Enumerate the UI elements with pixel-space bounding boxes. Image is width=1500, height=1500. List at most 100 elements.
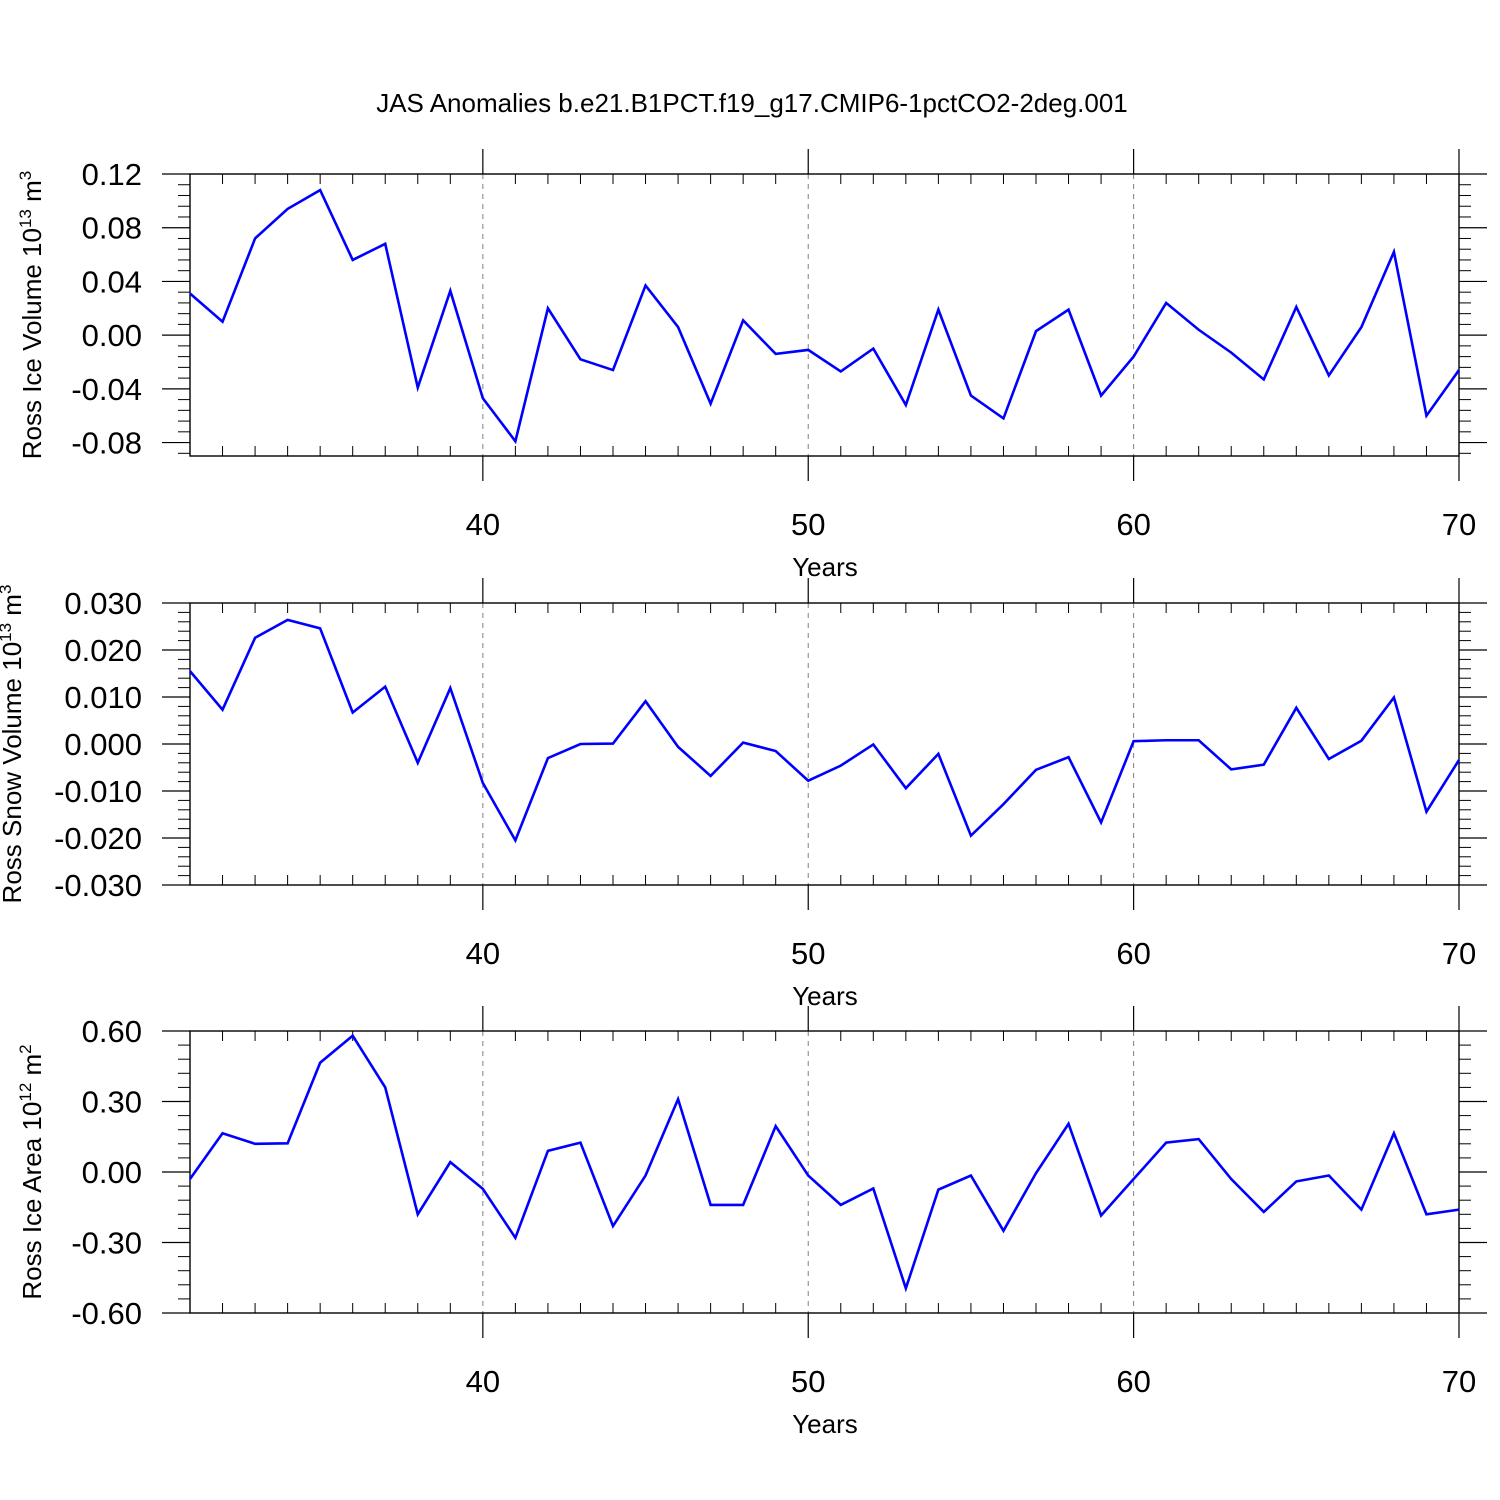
panel-3-data-point bbox=[872, 1187, 874, 1190]
panel-1-data-point bbox=[1035, 330, 1037, 332]
panel-3-data-point bbox=[287, 1142, 289, 1144]
panel-2-data-point bbox=[1002, 803, 1005, 805]
panel-3-data-point bbox=[514, 1237, 516, 1239]
panel-1-y-tick-label: -0.04 bbox=[71, 372, 142, 407]
panel-3-data-point bbox=[189, 1178, 191, 1180]
panel-1-data-point bbox=[1198, 329, 1200, 331]
panel-3-x-tick-label: 40 bbox=[466, 1364, 500, 1399]
panel-3-x-tick-label: 60 bbox=[1116, 1364, 1150, 1399]
panel-1-y-tick-label: 0.00 bbox=[82, 318, 142, 353]
panel-3-x-tick-label: 50 bbox=[791, 1364, 825, 1399]
panel-1-data-point bbox=[1002, 417, 1005, 419]
panel-2-data-point bbox=[1230, 768, 1232, 770]
panel-3-data-point bbox=[612, 1225, 614, 1227]
panel-2-data-point bbox=[840, 765, 842, 767]
panel-1-x-tick-label: 50 bbox=[791, 507, 825, 542]
panel-3-data-point bbox=[1230, 1178, 1232, 1180]
panel-3-y-tick-label: 0.30 bbox=[82, 1085, 142, 1120]
panel-2-data-point bbox=[970, 835, 972, 837]
panel-2-data-point bbox=[937, 753, 939, 755]
panel-1-data-point bbox=[1230, 352, 1232, 354]
panel-2-y-tick-label: -0.020 bbox=[54, 821, 142, 856]
panel-1-data-point bbox=[742, 319, 744, 321]
panel-2-data-point bbox=[189, 670, 191, 672]
panel-1-data-point bbox=[644, 284, 647, 287]
panel-2-data-point bbox=[287, 619, 289, 621]
panel-2-data-point bbox=[644, 700, 647, 702]
panel-2-data-point bbox=[1165, 739, 1167, 741]
panel-2-data-point bbox=[482, 782, 484, 784]
panel-1-data-point bbox=[579, 358, 582, 360]
panel-1-data-point bbox=[254, 237, 256, 240]
panel-1: 40 50 60 70 0.12 0.08 0.04 0.00 -0.04 -0.08 Years R… bbox=[16, 149, 1487, 582]
panel-2-data-point bbox=[872, 743, 874, 746]
panel-3-data-point bbox=[905, 1287, 907, 1289]
panel-1-data-point bbox=[417, 386, 419, 389]
panel-3-data-point bbox=[1360, 1209, 1362, 1211]
panel-2-data-point bbox=[417, 762, 419, 764]
panel-1-data-point bbox=[612, 369, 614, 371]
panel-1-y-tick-label: -0.08 bbox=[71, 426, 142, 461]
panel-3-data-point bbox=[1263, 1211, 1265, 1213]
panel-3-data-point bbox=[710, 1204, 712, 1206]
panel-1-data-point bbox=[872, 347, 874, 350]
panel-1-data-point bbox=[221, 321, 224, 323]
panel-3: 40 50 60 70 0.60 0.30 0.00 -0.30 -0.60 Years Ross … bbox=[16, 1006, 1487, 1439]
panel-2-data-point bbox=[514, 839, 516, 841]
panel-2-data-point bbox=[1393, 696, 1395, 699]
panel-3-data-point bbox=[482, 1188, 484, 1190]
panel-3-data-point bbox=[417, 1213, 419, 1215]
panel-3-data-point bbox=[1002, 1230, 1005, 1232]
panel-3-data-point bbox=[1295, 1180, 1297, 1182]
panel-3-data-point bbox=[449, 1161, 451, 1163]
panel-2-data-point bbox=[807, 780, 809, 782]
panel-1-data-point bbox=[937, 309, 939, 311]
panel-1-data-point bbox=[287, 208, 289, 210]
panel-2-data-point bbox=[547, 757, 549, 759]
panel-2-x-tick-label: 70 bbox=[1442, 936, 1476, 971]
panel-1-data-point bbox=[775, 353, 777, 355]
panel-3-data-point bbox=[1165, 1142, 1167, 1144]
panel-2-y-axis-title: Ross Snow Volume 1013 m3 bbox=[0, 585, 27, 904]
panel-2-x-tick-label: 40 bbox=[466, 936, 500, 971]
panel-3-data-point bbox=[1067, 1123, 1070, 1125]
panel-3-data-point bbox=[1100, 1214, 1102, 1217]
panel-1-data-point bbox=[1100, 394, 1102, 397]
panel-2-data-point bbox=[384, 686, 386, 688]
panel-2-y-tick-label: 0.030 bbox=[64, 586, 142, 621]
panel-3-data-point bbox=[1328, 1174, 1330, 1177]
panel-1-data-point bbox=[710, 403, 712, 405]
panel-3-y-tick-label: -0.30 bbox=[71, 1226, 142, 1261]
panel-2-data-point bbox=[1328, 758, 1330, 760]
panel-1-y-tick-label: 0.12 bbox=[82, 157, 142, 192]
panel-2-data-point bbox=[1100, 821, 1102, 824]
panel-1-y-tick-label: 0.04 bbox=[82, 264, 142, 299]
panel-1-data-point bbox=[352, 259, 354, 261]
panel-1-data-point bbox=[1425, 415, 1428, 417]
panel-3-data-point bbox=[352, 1035, 354, 1037]
panel-3-data-point bbox=[1393, 1132, 1395, 1134]
panel-3-data-point bbox=[807, 1174, 809, 1177]
panel-3-data-point bbox=[547, 1150, 549, 1152]
chart-title: JAS Anomalies b.e21.B1PCT.f19_g17.CMIP6-… bbox=[376, 88, 1128, 118]
panel-1-data-point bbox=[970, 394, 972, 397]
panel-2-y-tick-label: -0.030 bbox=[54, 868, 142, 903]
panel-3-data-point bbox=[742, 1204, 744, 1206]
panel-1-plot-frame bbox=[189, 173, 1460, 457]
panel-3-x-axis-title: Years bbox=[792, 1409, 858, 1439]
panel-2-data-point bbox=[775, 750, 777, 752]
panel-2-y-tick-label: 0.000 bbox=[64, 727, 142, 762]
panel-1-data-point bbox=[1263, 378, 1265, 381]
panel-3-data-point bbox=[1458, 1209, 1460, 1211]
panel-2-data-point bbox=[1425, 811, 1428, 813]
panel-1-x-tick-label: 60 bbox=[1116, 507, 1150, 542]
panel-2-data-point bbox=[710, 775, 712, 777]
panel-2-data-point bbox=[221, 709, 224, 711]
panel-2-data-point bbox=[1295, 707, 1297, 709]
panel-1-data-point bbox=[547, 307, 549, 309]
panel-2-y-tick-label: 0.020 bbox=[64, 633, 142, 668]
panel-2-data-point bbox=[1133, 740, 1135, 742]
panel-1-x-tick-label: 70 bbox=[1442, 507, 1476, 542]
panel-2-data-point bbox=[254, 637, 256, 639]
